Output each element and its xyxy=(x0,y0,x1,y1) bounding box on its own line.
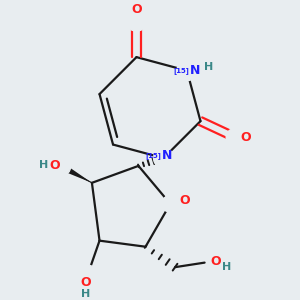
Circle shape xyxy=(226,129,243,145)
Circle shape xyxy=(162,196,178,212)
Circle shape xyxy=(155,150,172,166)
Polygon shape xyxy=(61,164,92,183)
Text: N: N xyxy=(190,64,200,77)
Text: H: H xyxy=(222,262,231,272)
Text: O: O xyxy=(240,130,250,143)
Text: O: O xyxy=(81,276,91,289)
Text: H: H xyxy=(204,62,213,72)
Circle shape xyxy=(54,159,70,175)
Text: H: H xyxy=(39,160,48,170)
Circle shape xyxy=(128,15,145,31)
Circle shape xyxy=(177,61,197,81)
Circle shape xyxy=(179,62,195,79)
Text: O: O xyxy=(210,255,221,268)
Circle shape xyxy=(154,148,173,168)
Text: [15]: [15] xyxy=(146,152,161,159)
Circle shape xyxy=(80,265,96,282)
Text: H: H xyxy=(81,289,91,299)
Circle shape xyxy=(162,196,178,212)
Text: O: O xyxy=(50,159,60,172)
Text: N: N xyxy=(162,149,172,162)
Circle shape xyxy=(128,15,145,31)
Text: [15]: [15] xyxy=(173,67,189,74)
Text: O: O xyxy=(179,194,190,207)
Circle shape xyxy=(226,129,243,145)
Text: O: O xyxy=(131,3,142,16)
